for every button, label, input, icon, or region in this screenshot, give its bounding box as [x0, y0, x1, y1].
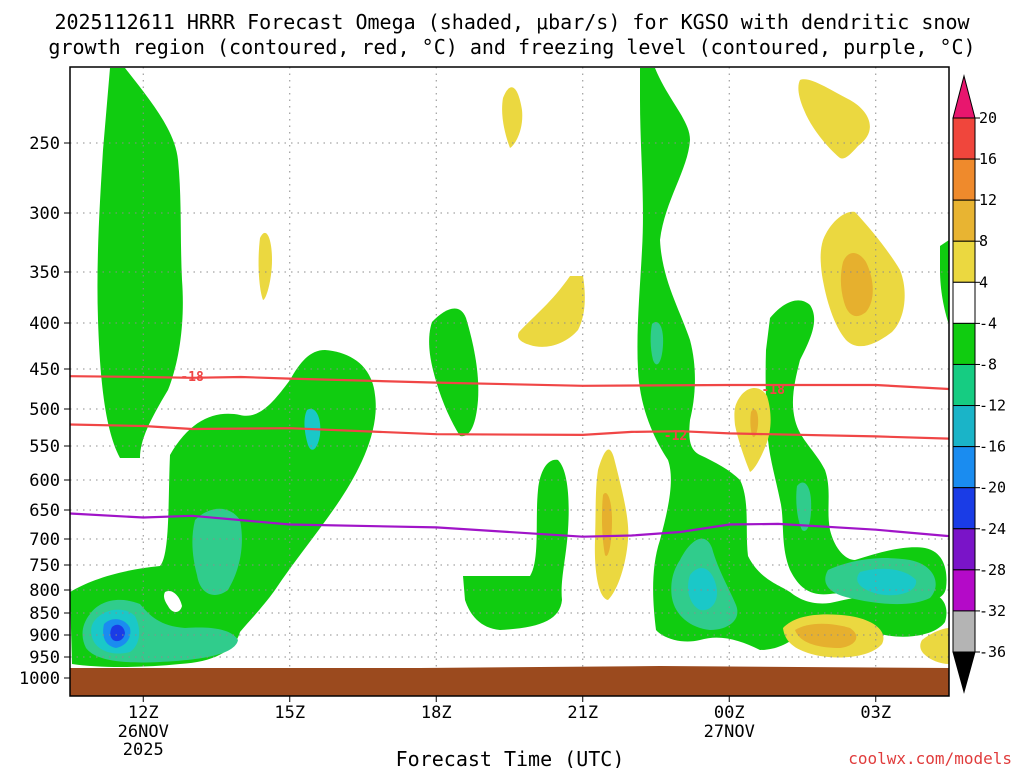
colorbar-swatch	[952, 240, 976, 283]
y-tick-label: 300	[29, 204, 60, 224]
omega-yellow-area	[518, 276, 585, 347]
omega-gold-area	[840, 253, 873, 317]
colorbar-label: 8	[979, 232, 988, 250]
colorbar-label: 20	[979, 109, 997, 127]
omega-gold-area	[601, 492, 612, 556]
colorbar-swatch	[952, 199, 976, 242]
colorbar-swatch	[952, 363, 976, 407]
y-tick-label: 250	[29, 134, 60, 154]
y-tick-label: 750	[29, 556, 60, 576]
y-tick-label: 450	[29, 360, 60, 380]
y-tick-label: 1000	[19, 669, 60, 689]
temperature-contours: -18 -18 -12	[69, 370, 950, 538]
colorbar-swatch	[952, 322, 976, 365]
x-axis-label: Forecast Time (UTC)	[396, 747, 625, 768]
omega-yellow-area	[502, 87, 523, 148]
omega-teal-area	[650, 322, 664, 365]
y-tick-label: 350	[29, 263, 60, 283]
x-tick-label: 21Z	[567, 703, 598, 723]
colorbar-label: -12	[979, 397, 1006, 415]
plot-area: -18 -18 -12	[69, 66, 950, 697]
omega-yellow-area	[798, 79, 870, 159]
colorbar-swatch	[952, 117, 976, 160]
colorbar-label: -4	[979, 314, 997, 332]
colorbar-bottom-arrow	[952, 651, 976, 694]
omega-yellow-area	[258, 232, 272, 300]
chart-title-line1: 2025112611 HRRR Forecast Omega (shaded, …	[54, 10, 970, 34]
omega-green-area	[429, 308, 479, 437]
omega-gold-area	[795, 623, 857, 648]
colorbar-swatch	[952, 569, 976, 612]
omega-green-area	[637, 68, 947, 650]
colorbar-swatch	[952, 405, 976, 448]
colorbar-label: -20	[979, 479, 1006, 497]
colorbar-label: 12	[979, 191, 997, 209]
y-tick-label: 400	[29, 314, 60, 334]
colorbar-label: -28	[979, 561, 1006, 579]
x-tick-date: 27NOV	[704, 722, 755, 742]
omega-cyan-area	[857, 568, 917, 596]
terrain-surface	[70, 666, 949, 696]
y-tick-label: 900	[29, 626, 60, 646]
minus-12-line	[69, 423, 950, 440]
y-tick-label: 700	[29, 530, 60, 550]
colorbar-swatch	[952, 487, 976, 530]
colorbar-label: -36	[979, 643, 1006, 661]
colorbar-swatch	[952, 610, 976, 653]
colorbar-label: 4	[979, 273, 988, 291]
x-tick-year: 2025	[123, 740, 164, 760]
colorbar-swatch	[952, 528, 976, 571]
x-tick-label: 15Z	[274, 703, 305, 723]
omega-green-area	[463, 459, 569, 630]
y-tick-label: 850	[29, 604, 60, 624]
y-axis: 2503003504004505005506006507007508008509…	[19, 134, 70, 689]
colorbar-label: -24	[979, 520, 1006, 538]
x-tick-date: 26NOV	[118, 722, 169, 742]
colorbar-label: 16	[979, 150, 997, 168]
y-tick-label: 500	[29, 400, 60, 420]
colorbar-label: -32	[979, 602, 1006, 620]
x-tick-label: 18Z	[421, 703, 452, 723]
chart-title-line2: growth region (contoured, red, °C) and f…	[48, 35, 975, 59]
colorbar-label: -8	[979, 355, 997, 373]
omega-green-area	[97, 68, 183, 458]
omega-shading	[70, 68, 949, 667]
y-tick-label: 950	[29, 648, 60, 668]
y-tick-label: 650	[29, 501, 60, 521]
omega-gold-area	[750, 409, 759, 437]
contour-label: -18	[761, 383, 785, 398]
y-tick-label: 550	[29, 437, 60, 457]
x-tick-label: 03Z	[860, 703, 891, 723]
colorbar: 20 16 12 8 4 -4 -8 -12 -16 -20 -24 -28 -32 -36	[952, 74, 1006, 694]
omega-yellow-area	[920, 628, 949, 664]
omega-teal-area	[796, 482, 812, 531]
omega-neutral-hole	[164, 590, 182, 612]
credit-label: coolwx.com/models	[848, 749, 1012, 768]
plot-frame	[69, 66, 950, 697]
omega-cyan-area	[688, 567, 718, 611]
x-tick-label: 12Z	[128, 703, 159, 723]
colorbar-label: -16	[979, 438, 1006, 456]
omega-teal-area	[192, 508, 242, 595]
grid-lines	[70, 67, 949, 696]
colorbar-swatch	[952, 446, 976, 489]
colorbar-swatch	[952, 158, 976, 201]
minus-18-line	[69, 375, 950, 391]
omega-darkblue-area	[110, 624, 125, 642]
contour-label: -18	[180, 370, 204, 385]
colorbar-top-arrow	[952, 74, 976, 119]
contour-label: -12	[664, 429, 687, 444]
freezing-level-line	[69, 512, 950, 538]
y-tick-label: 600	[29, 471, 60, 491]
x-tick-label: 00Z	[714, 703, 745, 723]
omega-green-area	[940, 240, 949, 325]
y-tick-label: 800	[29, 581, 60, 601]
colorbar-swatch	[952, 281, 976, 324]
